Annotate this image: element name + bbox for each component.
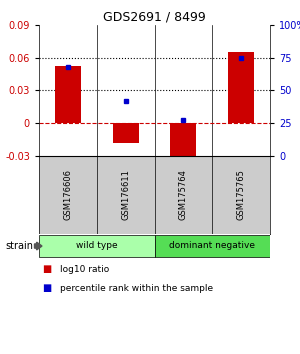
- Bar: [228, 52, 254, 123]
- Text: GSM176606: GSM176606: [63, 169, 72, 220]
- Text: ■: ■: [42, 264, 51, 274]
- Bar: [170, 123, 196, 159]
- Bar: [112, 123, 139, 143]
- Text: GSM176611: GSM176611: [121, 169, 130, 220]
- Bar: [55, 66, 81, 123]
- Title: GDS2691 / 8499: GDS2691 / 8499: [103, 11, 206, 24]
- Text: strain: strain: [5, 241, 33, 251]
- Text: dominant negative: dominant negative: [169, 241, 255, 250]
- Text: wild type: wild type: [76, 241, 118, 250]
- Bar: [154, 235, 270, 257]
- Text: ■: ■: [42, 283, 51, 293]
- Bar: [39, 235, 154, 257]
- Text: percentile rank within the sample: percentile rank within the sample: [60, 284, 213, 293]
- Text: GSM175765: GSM175765: [237, 169, 246, 220]
- Text: log10 ratio: log10 ratio: [60, 264, 109, 274]
- Text: GSM175764: GSM175764: [179, 169, 188, 220]
